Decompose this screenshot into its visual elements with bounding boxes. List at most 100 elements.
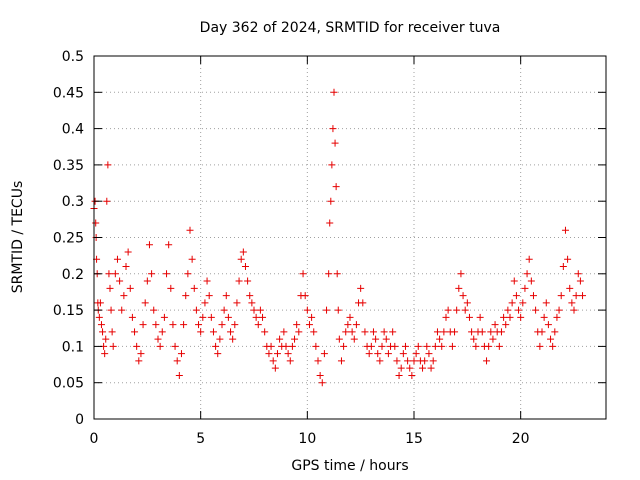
data-point (406, 364, 414, 372)
data-point (431, 342, 439, 350)
x-tick-label: 5 (196, 431, 205, 447)
data-point (175, 371, 183, 379)
data-point (133, 342, 141, 350)
data-point (188, 255, 196, 263)
x-tick-label: 10 (298, 431, 316, 447)
y-tick-label: 0.5 (62, 49, 84, 65)
data-point (427, 364, 435, 372)
data-point (252, 313, 260, 321)
data-point (540, 313, 548, 321)
data-point (576, 277, 584, 285)
y-tick-label: 0.15 (53, 303, 84, 319)
chart-title: Day 362 of 2024, SRMTID for receiver tuv… (200, 20, 501, 36)
data-point (97, 321, 105, 329)
data-point (367, 342, 375, 350)
data-point (476, 313, 484, 321)
data-point (186, 226, 194, 234)
data-point (173, 357, 181, 365)
data-point (395, 371, 403, 379)
data-point (145, 241, 153, 249)
data-point (207, 313, 215, 321)
data-point (419, 364, 427, 372)
data-point (326, 219, 334, 227)
data-point (564, 255, 572, 263)
data-point (410, 357, 418, 365)
data-point (404, 357, 412, 365)
data-point (542, 299, 550, 307)
data-point (521, 284, 529, 292)
data-point (201, 299, 209, 307)
data-point (216, 335, 224, 343)
data-point (399, 350, 407, 358)
data-point (212, 342, 220, 350)
data-point (478, 328, 486, 336)
data-point (122, 263, 130, 271)
data-point (299, 270, 307, 278)
data-point (126, 284, 134, 292)
data-point (544, 321, 552, 329)
data-point (389, 328, 397, 336)
data-point (376, 357, 384, 365)
data-point (254, 321, 262, 329)
data-point (156, 342, 164, 350)
data-point (150, 306, 158, 314)
data-point (459, 292, 467, 300)
data-point (574, 270, 582, 278)
data-point (468, 328, 476, 336)
data-point (139, 321, 147, 329)
data-point (282, 342, 290, 350)
data-point (397, 364, 405, 372)
data-point (316, 371, 324, 379)
data-point (350, 335, 358, 343)
data-point (549, 342, 557, 350)
data-point (171, 342, 179, 350)
data-point (293, 321, 301, 329)
data-point (412, 350, 420, 358)
data-point (199, 313, 207, 321)
data-point (555, 306, 563, 314)
data-point (457, 270, 465, 278)
data-point (429, 357, 437, 365)
data-point (244, 277, 252, 285)
data-point (267, 342, 275, 350)
data-point (120, 292, 128, 300)
data-point (500, 313, 508, 321)
data-point (408, 371, 416, 379)
data-point (250, 306, 258, 314)
data-point (344, 321, 352, 329)
data-point (295, 328, 303, 336)
data-point (436, 335, 444, 343)
data-point (286, 357, 294, 365)
data-point (332, 183, 340, 191)
data-point (220, 306, 228, 314)
data-point (334, 306, 342, 314)
data-point (160, 313, 168, 321)
data-point (489, 335, 497, 343)
data-point (568, 299, 576, 307)
data-point (259, 313, 267, 321)
data-point (504, 306, 512, 314)
data-point (124, 248, 132, 256)
data-point (536, 342, 544, 350)
data-point (374, 350, 382, 358)
data-point (224, 313, 232, 321)
data-point (342, 328, 350, 336)
data-point (218, 321, 226, 329)
data-point (203, 277, 211, 285)
data-point (318, 379, 326, 387)
data-point (111, 270, 119, 278)
data-point (301, 292, 309, 300)
x-tick-label: 0 (90, 431, 99, 447)
data-point (261, 328, 269, 336)
data-point (95, 313, 103, 321)
data-point (433, 328, 441, 336)
data-point (233, 299, 241, 307)
data-point (248, 299, 256, 307)
data-point (348, 328, 356, 336)
data-point (154, 335, 162, 343)
data-point (101, 350, 109, 358)
data-point (337, 357, 345, 365)
data-point (361, 328, 369, 336)
data-point (184, 270, 192, 278)
data-point (346, 313, 354, 321)
